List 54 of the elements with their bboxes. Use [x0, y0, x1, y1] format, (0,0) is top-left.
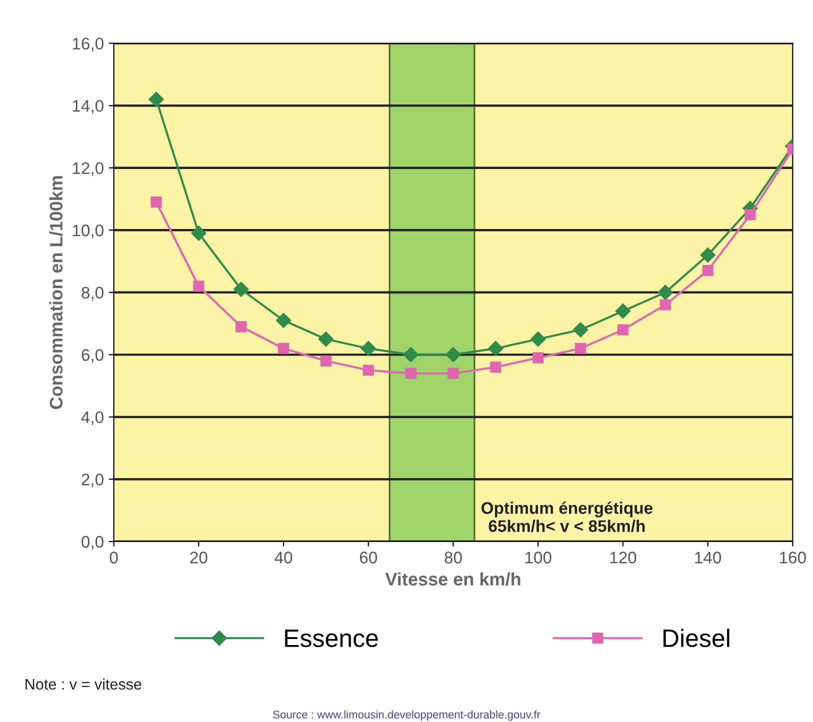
point: [360, 340, 376, 356]
x-tick-label: 120: [610, 552, 636, 564]
point: [148, 92, 164, 107]
point: [234, 282, 249, 297]
point: [448, 368, 459, 379]
x-tick-label: 100: [525, 552, 552, 564]
point: [658, 284, 673, 300]
point: [574, 342, 586, 354]
point: [193, 280, 204, 292]
point: [403, 347, 418, 362]
point: [278, 342, 290, 354]
point: [490, 362, 502, 373]
x-tick-label: 140: [695, 552, 722, 564]
x-tick-label: 0: [110, 552, 118, 564]
point: [702, 265, 714, 276]
text: Note : v = vitesse: [26, 678, 142, 690]
y-tick-label: 10,0: [72, 224, 104, 238]
point: [660, 299, 671, 310]
source-note: Source : www.limousin.developpement-durable.gouv.fr: [273, 710, 540, 721]
y-tick-label: 14,0: [72, 100, 104, 114]
x-axis-title: Vitesse en km/h: [385, 572, 520, 586]
y-tick-label: 16,0: [72, 38, 104, 52]
x-tick-label: 20: [190, 552, 208, 564]
point: [744, 209, 756, 220]
point: [488, 340, 504, 356]
point: [320, 355, 332, 366]
x-tick-label: 160: [780, 552, 806, 564]
y-tick-label: 8,0: [82, 286, 104, 301]
y-tick-label: 6,0: [82, 349, 104, 363]
point: [615, 304, 631, 319]
y-tick-label: 0,0: [82, 536, 104, 550]
point: [362, 364, 374, 376]
point: [700, 247, 716, 263]
point: [276, 312, 292, 328]
y-tick-label: 12,0: [72, 162, 104, 176]
point: [191, 226, 206, 241]
point: [530, 332, 546, 347]
x-tick-label: 60: [360, 552, 378, 564]
x-tick-label: 40: [274, 552, 292, 564]
point: [572, 322, 588, 338]
band-label: Optimum énergétique 65km/h< v < 85km/h: [482, 502, 652, 532]
point: [318, 332, 334, 347]
point: [150, 196, 162, 208]
y-axis-title: Consommation en L/100km: [49, 176, 63, 410]
point: [446, 347, 461, 362]
y-tick-label: 2,0: [82, 474, 104, 488]
point: [236, 321, 247, 332]
x-tick-label: 80: [444, 552, 462, 564]
y-tick-label: 4,0: [81, 411, 104, 426]
legend-label: Diesel: [664, 628, 730, 648]
point: [405, 368, 416, 379]
point: [617, 324, 629, 336]
point: [532, 352, 544, 364]
legend-label: Essence: [285, 630, 378, 648]
